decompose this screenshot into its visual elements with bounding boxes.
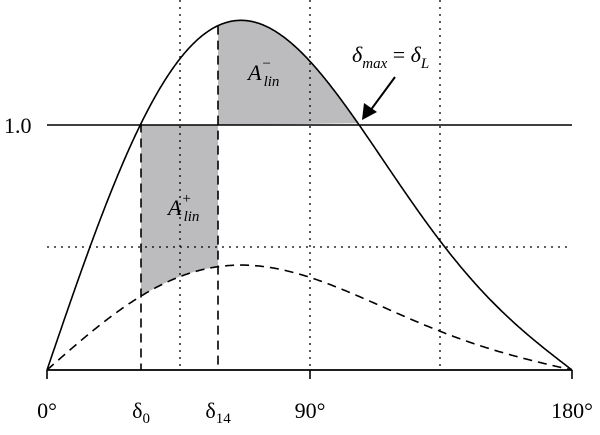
area-label: A+ lin [166,191,199,225]
x-label: 0° [37,398,57,423]
area-label: A− lin [246,56,279,90]
dotted-guides [47,0,572,370]
x-ticks [46,370,573,379]
dashed-markers [140,25,219,370]
arrow-head [362,103,377,120]
area-decel [218,20,358,125]
x-label: 90° [295,398,326,423]
x-label: 180° [551,398,593,423]
upper-curve [46,19,573,371]
y-label: 1.0 [4,113,32,138]
lower-curve [46,264,573,371]
annotation: δmax = δL [352,42,429,72]
x-label: δ14 [205,398,231,427]
x-label: δ0 [132,398,150,427]
arrow-shaft [369,76,396,112]
